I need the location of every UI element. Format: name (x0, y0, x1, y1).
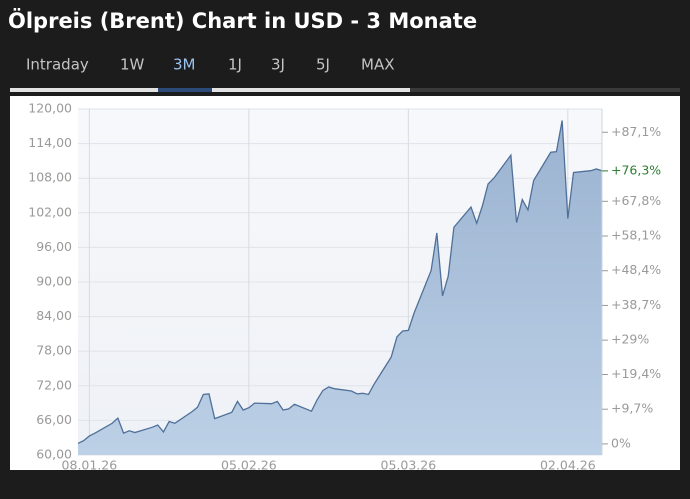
y2-tick-label: +87,1% (611, 124, 661, 139)
tab[interactable]: MAX (361, 56, 394, 74)
price-line (77, 120, 603, 445)
page-title: Ölpreis (Brent) Chart in USD - 3 Monate (8, 8, 477, 33)
y-tick-label: 84,00 (36, 308, 72, 323)
y-tick-label: 114,00 (28, 135, 72, 150)
x-tick-label: 08.01.26 (62, 458, 118, 473)
y2-tick-label: +29% (611, 332, 649, 347)
tab[interactable]: 3J (271, 56, 285, 74)
y-tick-label: 120,00 (28, 101, 72, 116)
y2-tick-label: +67,8% (611, 193, 661, 208)
y2-tick-label: +38,7% (611, 297, 661, 312)
y-tick-label: 90,00 (36, 274, 72, 289)
y2-tick-label: 0% (611, 435, 631, 450)
tab[interactable]: 5J (316, 56, 330, 74)
tab[interactable]: 3M (173, 56, 196, 74)
y-tick-label: 96,00 (36, 239, 72, 254)
x-tick-label: 05.03.26 (381, 458, 437, 473)
y-tick-label: 102,00 (28, 204, 72, 219)
x-tick-label: 05.02.26 (221, 458, 277, 473)
y2-tick-label: +58,1% (611, 228, 661, 243)
tab[interactable]: 1W (120, 56, 145, 74)
y2-tick-label: +9,7% (611, 401, 653, 416)
tab[interactable]: 1J (228, 56, 242, 74)
y-tick-label: 72,00 (36, 377, 72, 392)
y2-tick-label: +19,4% (611, 366, 661, 381)
y-tick-label: 78,00 (36, 343, 72, 358)
active-tab-underline (158, 88, 212, 92)
tab[interactable]: Intraday (26, 56, 89, 74)
tab-bar-rest (410, 88, 680, 92)
y-tick-label: 66,00 (36, 412, 72, 427)
current-label: +76,3% (611, 162, 661, 177)
y-tick-label: 108,00 (28, 170, 72, 185)
y-tick-label: 60,00 (36, 447, 72, 462)
area (78, 120, 602, 456)
x-tick-label: 02.04.26 (540, 458, 596, 473)
y2-tick-label: +48,4% (611, 262, 661, 277)
